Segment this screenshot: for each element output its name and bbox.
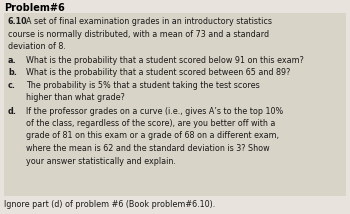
FancyBboxPatch shape	[0, 0, 350, 18]
FancyBboxPatch shape	[4, 13, 346, 196]
Text: a.: a.	[8, 55, 17, 64]
Text: d.: d.	[8, 107, 17, 116]
Text: The probability is 5% that a student taking the test scores: The probability is 5% that a student tak…	[26, 80, 260, 89]
Text: Ignore part (d) of problem #6 (Book problem#6.10).: Ignore part (d) of problem #6 (Book prob…	[4, 200, 215, 209]
Text: where the mean is 62 and the standard deviation is 3? Show: where the mean is 62 and the standard de…	[26, 144, 270, 153]
Text: Problem#6: Problem#6	[4, 3, 65, 13]
Text: of the class, regardless of the score), are you better off with a: of the class, regardless of the score), …	[26, 119, 275, 128]
Text: higher than what grade?: higher than what grade?	[26, 93, 125, 102]
Text: c.: c.	[8, 80, 16, 89]
Text: What is the probability that a student scored between 65 and 89?: What is the probability that a student s…	[26, 68, 290, 77]
Text: your answer statistically and explain.: your answer statistically and explain.	[26, 156, 176, 165]
Text: A set of final examination grades in an introductory statistics: A set of final examination grades in an …	[26, 17, 272, 26]
Text: grade of 81 on this exam or a grade of 68 on a different exam,: grade of 81 on this exam or a grade of 6…	[26, 131, 279, 141]
Text: deviation of 8.: deviation of 8.	[8, 42, 66, 51]
Text: What is the probability that a student scored below 91 on this exam?: What is the probability that a student s…	[26, 55, 304, 64]
Text: course is normally distributed, with a mean of 73 and a standard: course is normally distributed, with a m…	[8, 30, 269, 39]
Text: 6.10: 6.10	[8, 17, 28, 26]
Text: b.: b.	[8, 68, 17, 77]
Text: If the professor grades on a curve (i.e., gives A’s to the top 10%: If the professor grades on a curve (i.e.…	[26, 107, 283, 116]
